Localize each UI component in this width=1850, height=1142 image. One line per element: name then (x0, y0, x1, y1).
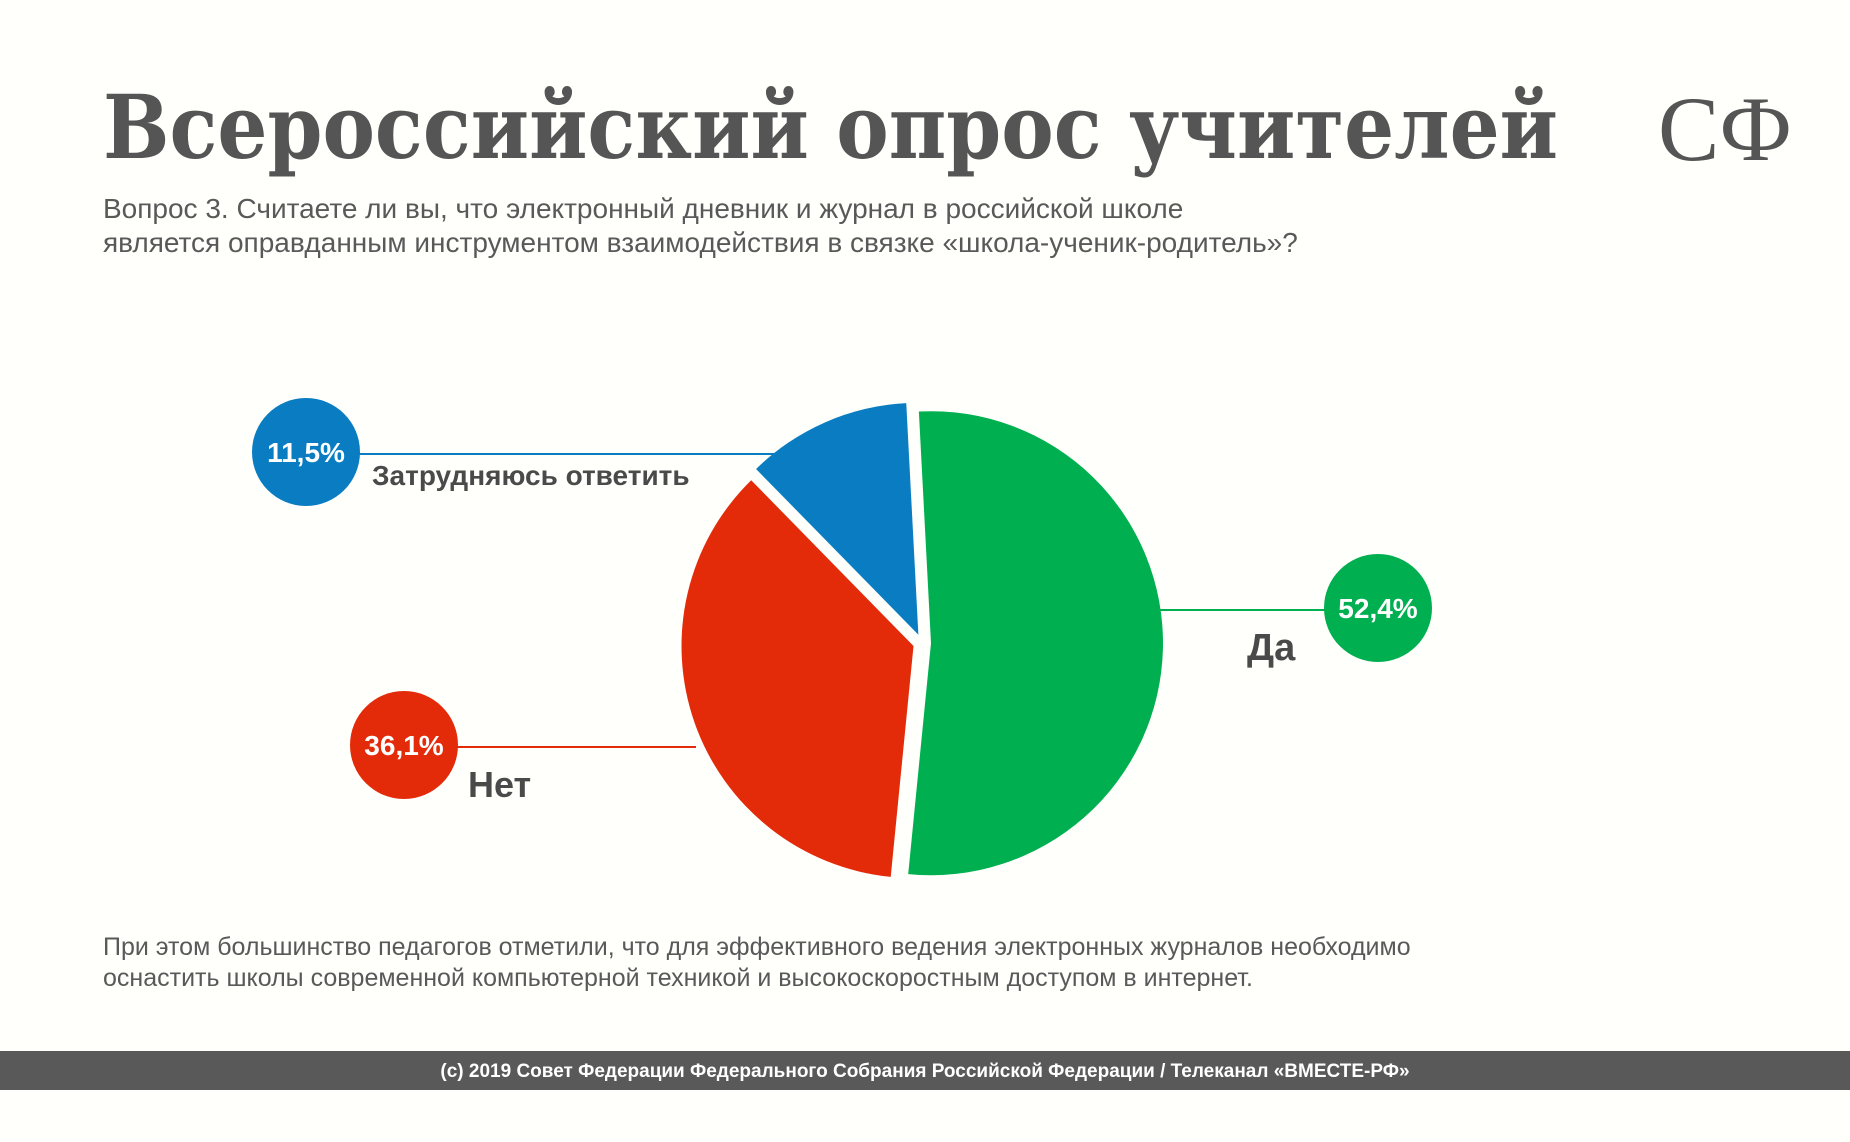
subtitle: является оправданным инструментом взаимо… (103, 227, 1298, 258)
value-label: 36,1% (364, 730, 443, 761)
subtitle: Вопрос 3. Считаете ли вы, что электронны… (103, 193, 1183, 224)
pie-slice (681, 480, 914, 877)
value-badge (1324, 554, 1432, 662)
pie-chart: 52,4% Да 36,1% Нет 11,5% Затрудняюсь ответить (252, 398, 1432, 877)
category-label: Затрудняюсь ответить (372, 460, 690, 491)
pie-slice (756, 403, 919, 635)
category-label: Да (1247, 627, 1296, 669)
pie-slice (908, 411, 1163, 876)
footnote: оснастить школы современной компьютерной… (103, 964, 1253, 992)
source: (с) 2019 Совет Федерации Федерального Со… (440, 1061, 1409, 1082)
logo: СФ (1658, 78, 1792, 180)
footnote: При этом большинство педагогов отметили,… (103, 933, 1411, 961)
category-label: Нет (468, 764, 531, 805)
value-badge (252, 398, 360, 506)
value-label: 52,4% (1338, 593, 1417, 624)
value-badge (350, 691, 458, 799)
footer-bar (0, 1051, 1850, 1090)
title: Всероссийский опрос учителей (103, 75, 1558, 179)
value-label: 11,5% (267, 437, 345, 468)
